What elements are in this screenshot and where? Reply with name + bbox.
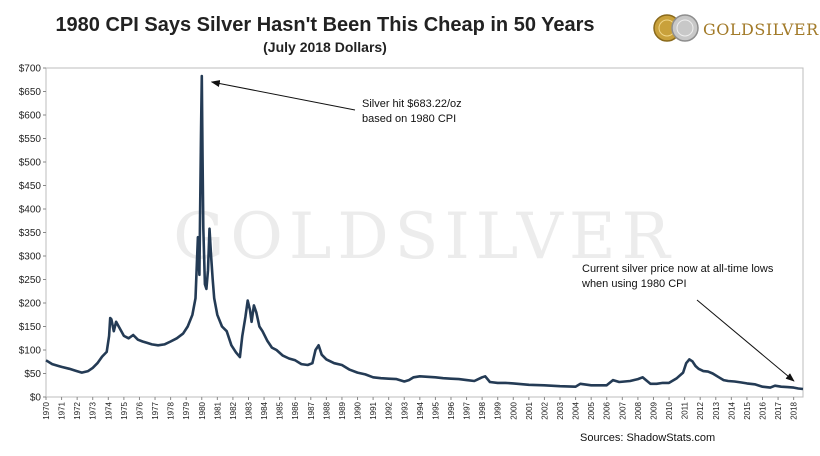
x-tick-label: 2000 (509, 401, 518, 419)
x-tick-label: 1976 (135, 401, 144, 419)
x-tick-label: 1994 (416, 401, 425, 419)
x-tick-label: 1995 (431, 401, 440, 419)
annotation-text: Silver hit $683.22/oz (362, 98, 462, 110)
source-note: Sources: ShadowStats.com (580, 432, 716, 444)
x-tick-label: 1996 (447, 401, 456, 419)
brand-logo: GOLDSILVER (653, 11, 818, 45)
x-tick-label: 2017 (774, 401, 783, 419)
series-line (45, 74, 804, 391)
x-tick-label: 2003 (556, 401, 565, 419)
x-tick-label: 2014 (727, 401, 736, 419)
x-tick-label: 2005 (587, 401, 596, 419)
y-tick-label: $650 (19, 87, 42, 98)
x-tick-label: 1991 (369, 401, 378, 419)
x-tick-label: 1970 (42, 401, 51, 419)
x-tick-label: 1986 (291, 401, 300, 419)
annotation-text: Current silver price now at all-time low… (582, 263, 774, 275)
x-tick-label: 1971 (58, 401, 67, 419)
x-tick-label: 1978 (167, 401, 176, 419)
x-tick-label: 1982 (229, 401, 238, 419)
annotation-text: when using 1980 CPI (581, 278, 687, 290)
x-tick-label: 1975 (120, 401, 129, 419)
coins-icon (653, 14, 699, 42)
y-tick-label: $400 (19, 205, 42, 216)
x-tick-label: 1997 (463, 401, 472, 419)
y-tick-label: $450 (19, 181, 42, 192)
x-tick-label: 1974 (104, 401, 113, 419)
x-tick-label: 1992 (385, 401, 394, 419)
x-tick-label: 2012 (696, 401, 705, 419)
x-tick-label: 1972 (73, 401, 82, 419)
x-tick-label: 2006 (603, 401, 612, 419)
x-tick-label: 2013 (712, 401, 721, 419)
y-tick-label: $500 (19, 158, 42, 169)
y-tick-label: $0 (30, 393, 42, 404)
x-tick-label: 2018 (790, 401, 799, 419)
x-tick-label: 1979 (182, 401, 191, 419)
x-tick-label: 1973 (89, 401, 98, 419)
watermark: GOLDSILVER (173, 200, 676, 274)
x-tick-label: 1990 (354, 401, 363, 419)
x-tick-label: 1980 (198, 401, 207, 419)
y-tick-label: $600 (19, 111, 42, 122)
y-tick-label: $250 (19, 275, 42, 286)
x-tick-label: 1981 (213, 401, 222, 419)
x-tick-label: 2004 (572, 401, 581, 419)
x-tick-label: 1988 (322, 401, 331, 419)
x-tick-label: 1999 (494, 401, 503, 419)
x-tick-label: 1993 (400, 401, 409, 419)
x-tick-label: 2002 (540, 401, 549, 419)
brand-name: GOLDSILVER (703, 20, 819, 39)
x-tick-label: 2016 (759, 401, 768, 419)
x-tick-label: 2001 (525, 401, 534, 419)
y-tick-label: $550 (19, 134, 42, 145)
x-tick-label: 2009 (649, 401, 658, 419)
x-tick-label: 1977 (151, 401, 160, 419)
x-tick-label: 1989 (338, 401, 347, 419)
x-tick-label: 1983 (244, 401, 253, 419)
y-tick-label: $150 (19, 322, 42, 333)
x-tick-label: 1987 (307, 401, 316, 419)
annotation-text: based on 1980 CPI (362, 113, 456, 125)
x-tick-label: 2010 (665, 401, 674, 419)
annotation-arrow (210, 80, 356, 111)
y-tick-label: $100 (19, 346, 42, 357)
x-tick-label: 2007 (618, 401, 627, 419)
y-tick-label: $300 (19, 252, 42, 263)
x-tick-label: 1998 (478, 401, 487, 419)
y-tick-label: $200 (19, 299, 42, 310)
x-tick-label: 2015 (743, 401, 752, 419)
annotation-arrow (696, 299, 795, 382)
x-tick-label: 1984 (260, 401, 269, 419)
y-tick-label: $350 (19, 228, 42, 239)
chart-title: 1980 CPI Says Silver Hasn't Been This Ch… (55, 14, 595, 36)
y-tick-label: $700 (19, 64, 42, 75)
x-tick-label: 2011 (681, 401, 690, 419)
y-tick-label: $50 (24, 369, 41, 380)
x-tick-label: 2008 (634, 401, 643, 419)
chart-subtitle: (July 2018 Dollars) (263, 39, 387, 55)
x-tick-label: 1985 (276, 401, 285, 419)
